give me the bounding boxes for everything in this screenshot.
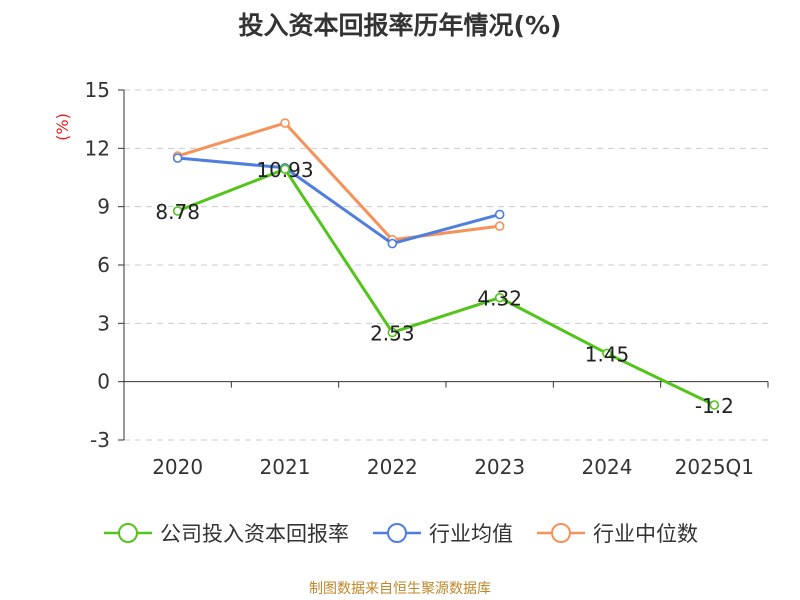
data-point bbox=[494, 292, 505, 303]
data-point bbox=[172, 206, 183, 216]
legend-marker-icon bbox=[104, 523, 152, 543]
y-axis-label: (%) bbox=[53, 113, 72, 141]
y-tick-label: 3 bbox=[97, 311, 110, 335]
data-point bbox=[494, 209, 505, 220]
source-note: 制图数据来自恒生聚源数据库 bbox=[309, 581, 491, 597]
data-label: 10.93 bbox=[256, 158, 313, 182]
legend-item[interactable]: 行业均值 bbox=[371, 518, 513, 548]
x-tick-label: 2020 bbox=[152, 455, 203, 479]
data-point bbox=[602, 348, 612, 359]
data-label: 4.32 bbox=[477, 287, 522, 311]
legend-label: 行业中位数 bbox=[593, 522, 698, 546]
axes bbox=[118, 89, 769, 441]
data-point bbox=[280, 118, 290, 128]
data-label: 8.78 bbox=[155, 200, 200, 224]
legend-circle bbox=[551, 523, 571, 543]
data-point bbox=[387, 327, 398, 338]
legend-label: 公司投入资本回报率 bbox=[160, 522, 349, 546]
y-tick-label: 6 bbox=[97, 253, 110, 277]
grid-lines bbox=[124, 89, 768, 441]
tick-labels: -3 0 3 6 9 12 15 2020 2021 2022 2023 2024 2025Q1 (%) bbox=[53, 78, 754, 479]
data-point bbox=[709, 400, 720, 410]
data-label: 1.45 bbox=[585, 342, 630, 366]
legend-label: 行业均值 bbox=[429, 522, 513, 546]
y-tick-label: 15 bbox=[85, 78, 110, 102]
data-labels: 8.78 10.93 2.53 4.32 1.45 -1.2 bbox=[155, 158, 733, 418]
legend-circle bbox=[387, 523, 407, 543]
x-tick-label: 2024 bbox=[582, 455, 633, 479]
y-tick-label: 0 bbox=[97, 370, 110, 394]
legend-marker-icon bbox=[537, 523, 585, 543]
legend-item[interactable]: 公司投入资本回报率 bbox=[102, 518, 349, 548]
series-line-0 bbox=[177, 167, 715, 407]
data-point bbox=[172, 153, 183, 163]
data-point bbox=[280, 164, 290, 174]
data-label: -1.2 bbox=[695, 394, 734, 418]
data-point bbox=[494, 221, 505, 231]
chart-title: 投入资本回报率历年情况(%) bbox=[238, 11, 562, 40]
legend-item[interactable]: 行业中位数 bbox=[535, 518, 698, 548]
series-lines bbox=[172, 118, 720, 410]
data-point bbox=[387, 238, 398, 249]
series-line-2 bbox=[177, 121, 500, 242]
x-tick-label: 2023 bbox=[474, 455, 525, 479]
x-tick-label: 2021 bbox=[260, 455, 311, 479]
legend: 公司投入资本回报率 行业均值 行业中位数 bbox=[0, 518, 800, 548]
x-tick-label: 2025Q1 bbox=[675, 455, 754, 479]
y-tick-label: 9 bbox=[97, 195, 110, 219]
legend-marker-icon bbox=[373, 523, 421, 543]
y-tick-label: -3 bbox=[90, 428, 110, 452]
series-line-1 bbox=[177, 156, 501, 246]
y-tick-label: 12 bbox=[85, 136, 110, 160]
legend-circle bbox=[118, 523, 138, 543]
x-tick-label: 2022 bbox=[367, 455, 418, 479]
data-label: 2.53 bbox=[370, 321, 415, 345]
